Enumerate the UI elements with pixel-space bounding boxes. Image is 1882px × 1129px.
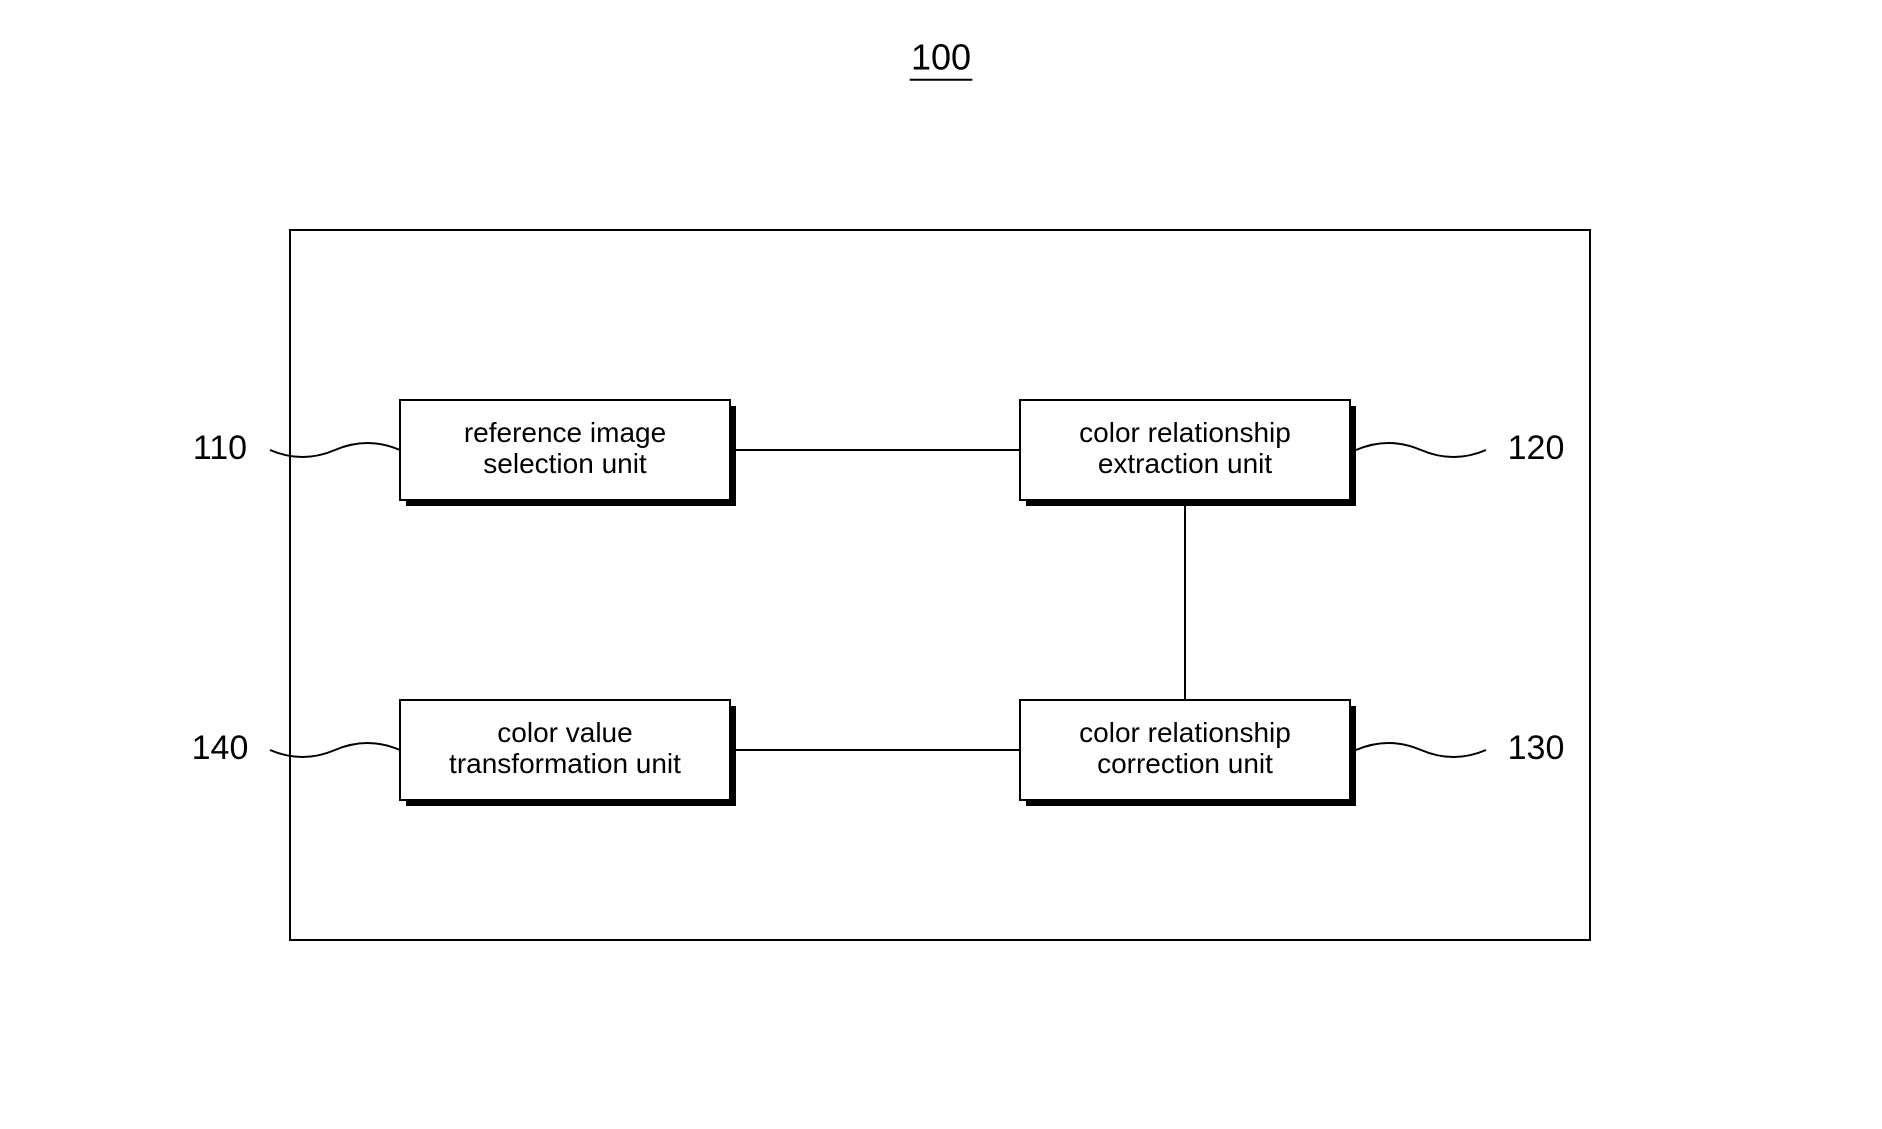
- node-label-line2: transformation unit: [449, 748, 681, 779]
- ref-label-n140: 140: [192, 729, 249, 767]
- node-label-line2: extraction unit: [1098, 448, 1273, 479]
- ref-label-n110: 110: [193, 429, 247, 467]
- node-label-line2: correction unit: [1097, 748, 1273, 779]
- ref-label-n130: 130: [1508, 729, 1565, 767]
- node-label-line1: reference image: [464, 417, 666, 448]
- node-label-line1: color relationship: [1079, 417, 1291, 448]
- node-label-line2: selection unit: [483, 448, 647, 479]
- diagram-title: 100: [911, 37, 971, 78]
- node-label-line1: color value: [497, 717, 632, 748]
- diagram-canvas: 100 reference imageselection unit 110 color…: [0, 0, 1882, 1129]
- ref-label-n120: 120: [1508, 429, 1565, 467]
- node-label-line1: color relationship: [1079, 717, 1291, 748]
